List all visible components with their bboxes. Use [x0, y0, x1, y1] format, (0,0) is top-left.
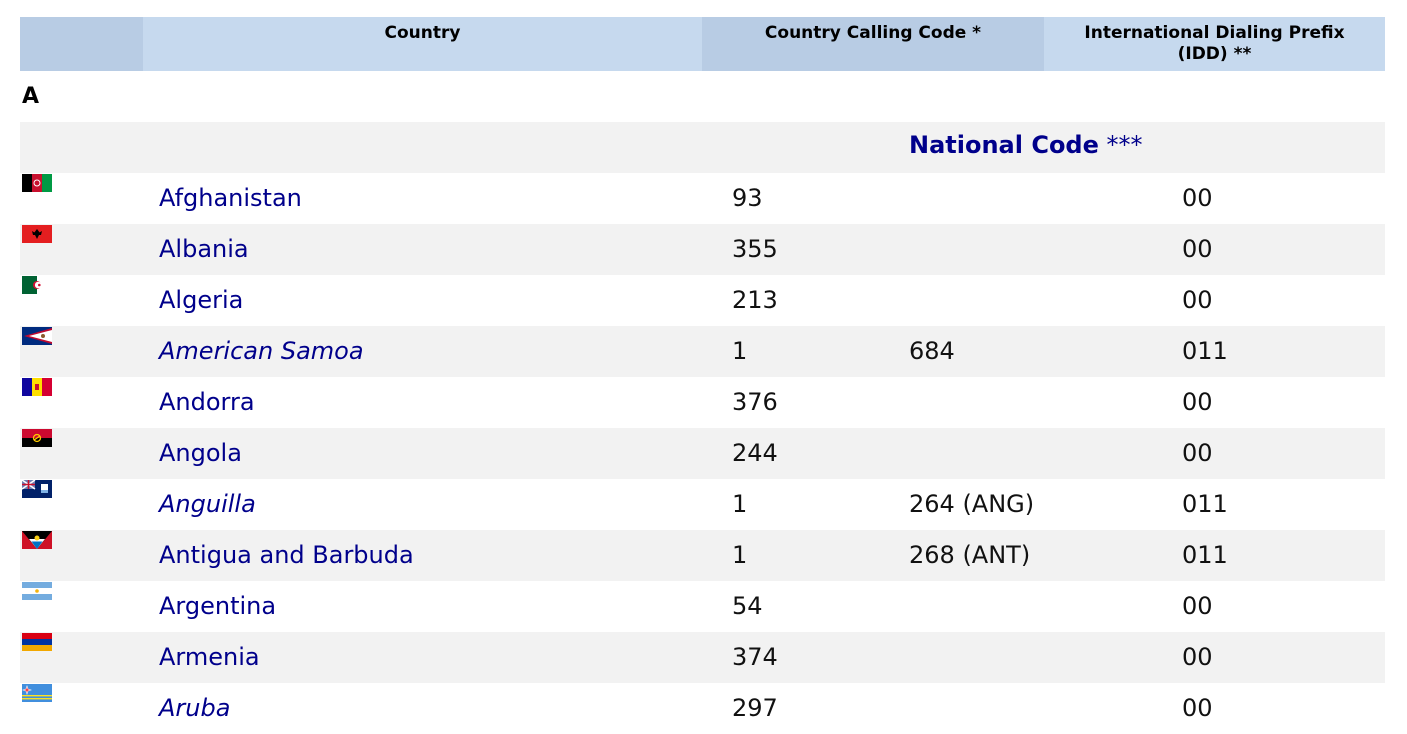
country-list: Afghanistan 93 00 Albania 355 00 Algeria 213 00 A… [20, 173, 1385, 734]
table-row: American Samoa 1 684 011 [20, 326, 1385, 377]
header-idd-line2: (IDD) ** [1177, 44, 1252, 64]
idd-cell: 00 [1182, 439, 1213, 467]
header-idd: International Dialing Prefix (IDD) ** [1044, 17, 1385, 71]
antigua-flag-icon [22, 531, 52, 549]
country-link[interactable]: Aruba [159, 694, 231, 722]
country-link[interactable]: Afghanistan [159, 184, 302, 212]
calling-code-cell: 1 [732, 541, 748, 569]
idd-cell: 011 [1182, 337, 1228, 365]
calling-code-cell: 297 [732, 694, 778, 722]
armenia-flag-icon [22, 633, 52, 651]
calling-code-cell: 244 [732, 439, 778, 467]
calling-code-cell: 213 [732, 286, 778, 314]
table-row: Antigua and Barbuda 1 268 (ANT) 011 [20, 530, 1385, 581]
table-row: Albania 355 00 [20, 224, 1385, 275]
afghanistan-flag-icon [22, 174, 52, 192]
algeria-flag-icon [22, 276, 52, 294]
calling-code-cell: 376 [732, 388, 778, 416]
idd-cell: 00 [1182, 184, 1213, 212]
calling-code-cell: 355 [732, 235, 778, 263]
country-link[interactable]: Albania [159, 235, 249, 263]
header-idd-line1: International Dialing Prefix [1084, 23, 1345, 43]
idd-cell: 00 [1182, 643, 1213, 671]
country-codes-table: Country Country Calling Code * Internati… [20, 17, 1385, 71]
table-row: Andorra 376 00 [20, 377, 1385, 428]
header-country: Country [143, 17, 702, 71]
national-code-cell: 684 [909, 337, 955, 365]
country-link[interactable]: Angola [159, 439, 242, 467]
country-link[interactable]: Anguilla [159, 490, 256, 518]
idd-cell: 00 [1182, 694, 1213, 722]
table-row: Aruba 297 00 [20, 683, 1385, 734]
idd-cell: 00 [1182, 235, 1213, 263]
calling-code-cell: 93 [732, 184, 763, 212]
national-code-cell: 264 (ANG) [909, 490, 1035, 518]
calling-code-cell: 1 [732, 490, 748, 518]
idd-cell: 011 [1182, 490, 1228, 518]
calling-code-cell: 54 [732, 592, 763, 620]
country-link[interactable]: Antigua and Barbuda [159, 541, 414, 569]
idd-cell: 00 [1182, 592, 1213, 620]
country-link[interactable]: Algeria [159, 286, 244, 314]
andorra-flag-icon [22, 378, 52, 396]
idd-cell: 00 [1182, 286, 1213, 314]
table-row: Afghanistan 93 00 [20, 173, 1385, 224]
argentina-flag-icon [22, 582, 52, 600]
american-samoa-flag-icon [22, 327, 52, 345]
calling-code-cell: 1 [732, 337, 748, 365]
table-row: Angola 244 00 [20, 428, 1385, 479]
angola-flag-icon [22, 429, 52, 447]
national-code-label: National Code [909, 131, 1099, 159]
national-code-cell: 268 (ANT) [909, 541, 1031, 569]
national-code-stars: *** [1106, 131, 1143, 159]
table-row: Anguilla 1 264 (ANG) 011 [20, 479, 1385, 530]
country-link[interactable]: Andorra [159, 388, 255, 416]
table-row: Argentina 54 00 [20, 581, 1385, 632]
header-calling-code: Country Calling Code * [702, 17, 1044, 71]
aruba-flag-icon [22, 684, 52, 702]
national-code-heading: National Code *** [909, 131, 1143, 159]
table-row: Armenia 374 00 [20, 632, 1385, 683]
national-code-row [20, 122, 1385, 173]
country-link[interactable]: American Samoa [159, 337, 364, 365]
idd-cell: 011 [1182, 541, 1228, 569]
anguilla-flag-icon [22, 480, 52, 498]
table-header: Country Country Calling Code * Internati… [20, 17, 1385, 71]
country-link[interactable]: Argentina [159, 592, 277, 620]
country-link[interactable]: Armenia [159, 643, 260, 671]
albania-flag-icon [22, 225, 52, 243]
section-letter: A [22, 84, 40, 109]
idd-cell: 00 [1182, 388, 1213, 416]
header-flag-column [20, 17, 143, 71]
calling-code-cell: 374 [732, 643, 778, 671]
table-row: Algeria 213 00 [20, 275, 1385, 326]
